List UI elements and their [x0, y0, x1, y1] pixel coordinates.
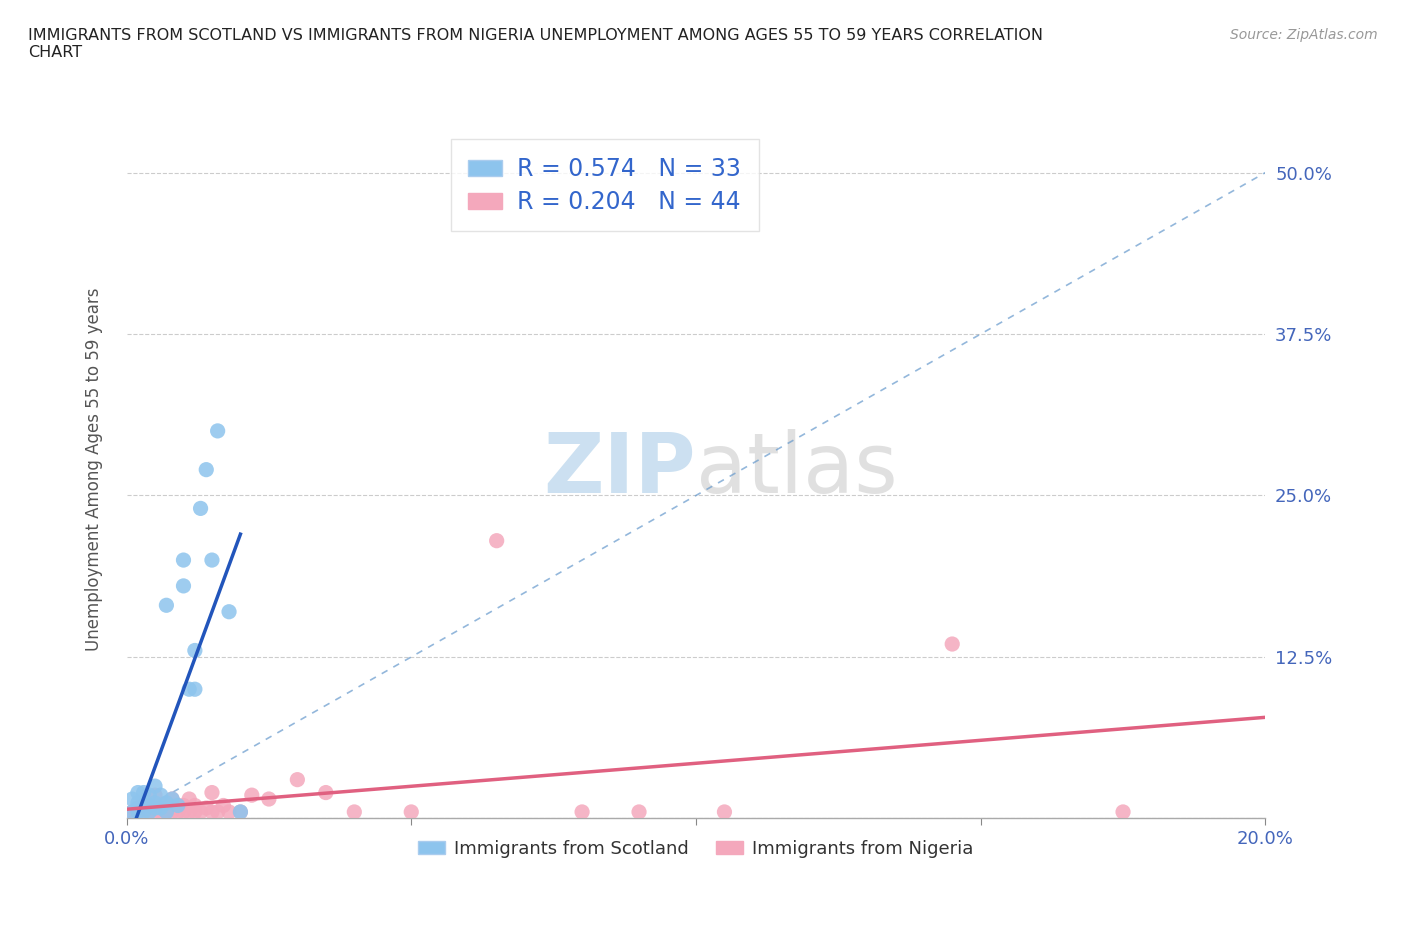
Point	[166, 798, 188, 813]
Point	[287, 772, 309, 787]
Point	[132, 785, 155, 800]
Point	[143, 788, 166, 803]
Point	[166, 804, 188, 819]
Point	[149, 801, 172, 816]
Point	[155, 598, 177, 613]
Point	[172, 578, 194, 593]
Point	[218, 604, 240, 619]
Point	[127, 801, 149, 816]
Point	[138, 804, 160, 819]
Point	[127, 785, 149, 800]
Point	[485, 533, 508, 548]
Point	[155, 804, 177, 819]
Point	[143, 804, 166, 819]
Point	[184, 798, 207, 813]
Point	[143, 801, 166, 816]
Point	[201, 552, 224, 567]
Point	[343, 804, 366, 819]
Point	[121, 804, 143, 819]
Point	[229, 804, 252, 819]
Point	[160, 804, 183, 819]
Point	[155, 804, 177, 819]
Point	[713, 804, 735, 819]
Point	[184, 804, 207, 819]
Point	[138, 798, 160, 813]
Y-axis label: Unemployment Among Ages 55 to 59 years: Unemployment Among Ages 55 to 59 years	[84, 288, 103, 651]
Point	[132, 798, 155, 813]
Point	[207, 423, 229, 438]
Point	[160, 791, 183, 806]
Point	[155, 795, 177, 810]
Text: atlas: atlas	[696, 429, 897, 511]
Point	[257, 791, 280, 806]
Point	[127, 795, 149, 810]
Point	[179, 682, 201, 697]
Point	[160, 801, 183, 816]
Point	[143, 798, 166, 813]
Point	[132, 804, 155, 819]
Point	[132, 798, 155, 813]
Point	[229, 804, 252, 819]
Point	[149, 798, 172, 813]
Point	[941, 637, 963, 652]
Point	[138, 804, 160, 819]
Point	[138, 788, 160, 803]
Point	[195, 801, 218, 816]
Point	[315, 785, 337, 800]
Point	[190, 804, 212, 819]
Point	[184, 682, 207, 697]
Legend: Immigrants from Scotland, Immigrants from Nigeria: Immigrants from Scotland, Immigrants fro…	[411, 832, 981, 865]
Point	[155, 798, 177, 813]
Point	[201, 785, 224, 800]
Point	[121, 804, 143, 819]
Point	[143, 795, 166, 810]
Point	[127, 801, 149, 816]
Point	[132, 804, 155, 819]
Point	[571, 804, 593, 819]
Point	[179, 804, 201, 819]
Point	[121, 791, 143, 806]
Point	[212, 798, 235, 813]
Point	[179, 791, 201, 806]
Point	[172, 804, 194, 819]
Point	[184, 643, 207, 658]
Point	[149, 788, 172, 803]
Point	[195, 462, 218, 477]
Point	[172, 798, 194, 813]
Point	[401, 804, 423, 819]
Point	[190, 501, 212, 516]
Text: ZIP: ZIP	[544, 429, 696, 511]
Point	[207, 804, 229, 819]
Point	[138, 801, 160, 816]
Point	[127, 804, 149, 819]
Point	[149, 804, 172, 819]
Point	[201, 804, 224, 819]
Point	[628, 804, 651, 819]
Text: IMMIGRANTS FROM SCOTLAND VS IMMIGRANTS FROM NIGERIA UNEMPLOYMENT AMONG AGES 55 T: IMMIGRANTS FROM SCOTLAND VS IMMIGRANTS F…	[28, 28, 1043, 60]
Point	[143, 778, 166, 793]
Point	[1112, 804, 1135, 819]
Point	[218, 804, 240, 819]
Point	[166, 798, 188, 813]
Point	[240, 788, 263, 803]
Point	[172, 552, 194, 567]
Text: Source: ZipAtlas.com: Source: ZipAtlas.com	[1230, 28, 1378, 42]
Point	[160, 791, 183, 806]
